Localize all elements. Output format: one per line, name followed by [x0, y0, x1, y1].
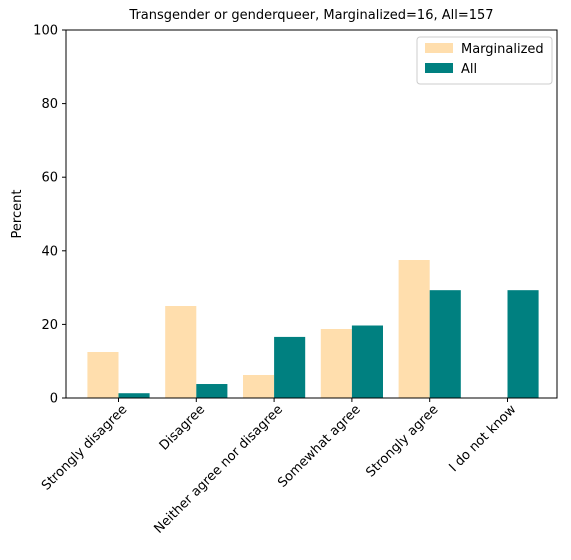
y-tick-label-100: 100 — [33, 24, 58, 39]
x-tick-label-1: Disagree — [157, 402, 208, 453]
legend-label-1: All — [461, 62, 477, 77]
bar-marginalized-3 — [321, 329, 352, 398]
x-tick-label-4: Strongly agree — [363, 402, 441, 480]
bar-marginalized-2 — [243, 375, 274, 398]
bar-all-3 — [352, 326, 383, 398]
plot-frame — [66, 30, 557, 398]
bar-all-4 — [430, 290, 461, 398]
y-axis: 0 20 40 60 80 100 — [33, 24, 66, 407]
x-tick-label-0: Strongly disagree — [39, 402, 130, 493]
bar-marginalized-1 — [165, 306, 196, 398]
x-tick-label-3: Somewhat agree — [275, 402, 364, 491]
y-axis-label: Percent — [10, 190, 25, 239]
bars-group — [87, 260, 538, 398]
bar-marginalized-0 — [87, 352, 118, 398]
legend: Marginalized All — [417, 37, 552, 84]
x-tick-label-5: I do not know — [446, 402, 519, 475]
legend-label-0: Marginalized — [461, 42, 544, 57]
bar-all-1 — [196, 384, 227, 398]
bar-all-2 — [274, 337, 305, 398]
x-tick-label-2: Neither agree nor disagree — [151, 402, 285, 536]
y-tick-label-20: 20 — [41, 318, 58, 333]
bar-marginalized-4 — [399, 260, 430, 398]
y-tick-label-0: 0 — [50, 392, 58, 407]
legend-swatch-1 — [425, 63, 453, 73]
y-tick-label-80: 80 — [41, 97, 58, 112]
chart-title: Transgender or genderqueer, Marginalized… — [128, 8, 493, 23]
bar-all-5 — [508, 290, 539, 398]
y-tick-label-60: 60 — [41, 171, 58, 186]
bar-all-0 — [119, 393, 150, 398]
y-tick-label-40: 40 — [41, 244, 58, 259]
legend-swatch-0 — [425, 43, 453, 53]
